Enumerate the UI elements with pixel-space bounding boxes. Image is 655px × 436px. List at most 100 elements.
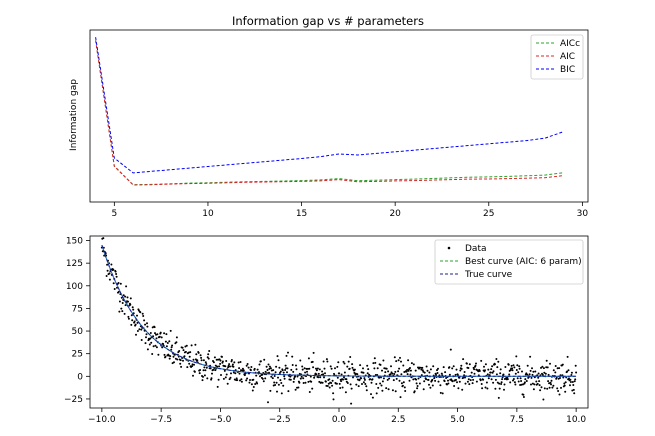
data-point	[173, 361, 175, 364]
data-point	[163, 353, 166, 356]
data-point	[550, 379, 553, 382]
data-point	[531, 373, 534, 376]
data-point	[433, 377, 436, 380]
data-point	[366, 372, 369, 375]
data-point	[574, 364, 577, 367]
data-point	[120, 296, 123, 299]
data-point	[206, 377, 209, 380]
data-point	[159, 331, 162, 334]
data-point	[378, 376, 381, 379]
data-point	[136, 321, 139, 324]
data-point	[388, 377, 391, 380]
data-point	[182, 359, 184, 362]
data-point	[284, 364, 287, 367]
data-point	[168, 357, 171, 360]
data-point	[429, 386, 432, 389]
data-point	[323, 367, 326, 370]
data-point	[300, 375, 303, 378]
data-point	[494, 363, 496, 366]
data-point	[380, 376, 382, 379]
data-point	[252, 386, 255, 388]
data-point	[509, 381, 512, 384]
data-point	[516, 377, 519, 380]
data-point	[575, 371, 578, 374]
data-point	[193, 363, 195, 366]
data-point	[285, 354, 288, 357]
data-point	[452, 365, 455, 368]
data-point	[282, 371, 285, 374]
data-point	[251, 389, 254, 392]
data-point	[373, 367, 376, 370]
data-point	[343, 376, 345, 379]
data-point	[346, 382, 349, 384]
data-point	[410, 362, 413, 365]
data-point	[395, 377, 398, 380]
x-tick-label: −10.0	[88, 415, 116, 425]
data-point	[547, 380, 550, 383]
data-point	[164, 340, 167, 343]
data-point	[286, 371, 288, 374]
data-point	[359, 364, 362, 367]
data-point	[317, 372, 320, 375]
data-point	[545, 359, 548, 362]
data-point	[538, 380, 541, 383]
data-point	[297, 386, 300, 389]
data-point	[571, 389, 574, 392]
fit-chart: −10.0 −7.5 −5.0 −2.5 0.0 2.5 5.0 7.5 10.0 −25 0 25 5…	[64, 235, 589, 425]
data-point	[557, 390, 560, 392]
data-point	[121, 302, 124, 304]
x-tick-label: 30	[577, 209, 589, 219]
data-point	[467, 378, 470, 381]
data-point	[211, 372, 213, 375]
data-point	[446, 383, 448, 386]
data-point	[376, 374, 379, 376]
data-point	[131, 306, 134, 309]
data-point	[512, 378, 515, 380]
data-point	[470, 371, 473, 374]
data-point	[455, 378, 457, 381]
x-tick-label: −7.5	[150, 415, 172, 425]
data-point	[327, 382, 330, 385]
true-curve-line	[101, 244, 577, 377]
data-point	[542, 367, 545, 370]
data-point	[564, 390, 567, 393]
data-point	[413, 390, 416, 393]
data-point	[384, 371, 387, 374]
data-point	[523, 381, 526, 384]
x-tick-label: 2.5	[391, 415, 405, 425]
legend-label-bic: BIC	[560, 65, 575, 75]
data-point	[369, 378, 372, 381]
data-point	[192, 358, 195, 361]
y-tick-label: 100	[66, 282, 83, 292]
data-point	[274, 384, 277, 386]
data-point	[447, 382, 450, 385]
data-point	[351, 366, 354, 369]
data-point	[530, 383, 532, 386]
data-point	[217, 378, 220, 381]
data-point	[453, 385, 456, 387]
data-point	[238, 367, 241, 370]
data-point	[336, 365, 339, 368]
data-point	[407, 359, 410, 362]
legend-bottom: Data Best curve (AIC: 6 param) True curv…	[434, 239, 584, 285]
data-point	[437, 367, 439, 370]
data-point	[434, 379, 437, 382]
data-point	[349, 383, 352, 386]
data-point	[330, 382, 333, 384]
data-point	[500, 383, 503, 385]
data-point	[375, 392, 378, 395]
data-point	[155, 346, 158, 349]
data-point	[140, 339, 143, 341]
data-point	[400, 382, 403, 385]
data-point	[294, 375, 297, 378]
data-point	[400, 360, 402, 363]
data-point	[262, 380, 265, 383]
data-point	[299, 377, 302, 380]
data-point	[124, 295, 127, 298]
data-point	[435, 374, 438, 376]
data-point	[556, 367, 559, 370]
data-point	[499, 372, 502, 375]
data-point	[347, 360, 350, 363]
data-point	[540, 366, 542, 369]
data-point	[328, 378, 331, 381]
